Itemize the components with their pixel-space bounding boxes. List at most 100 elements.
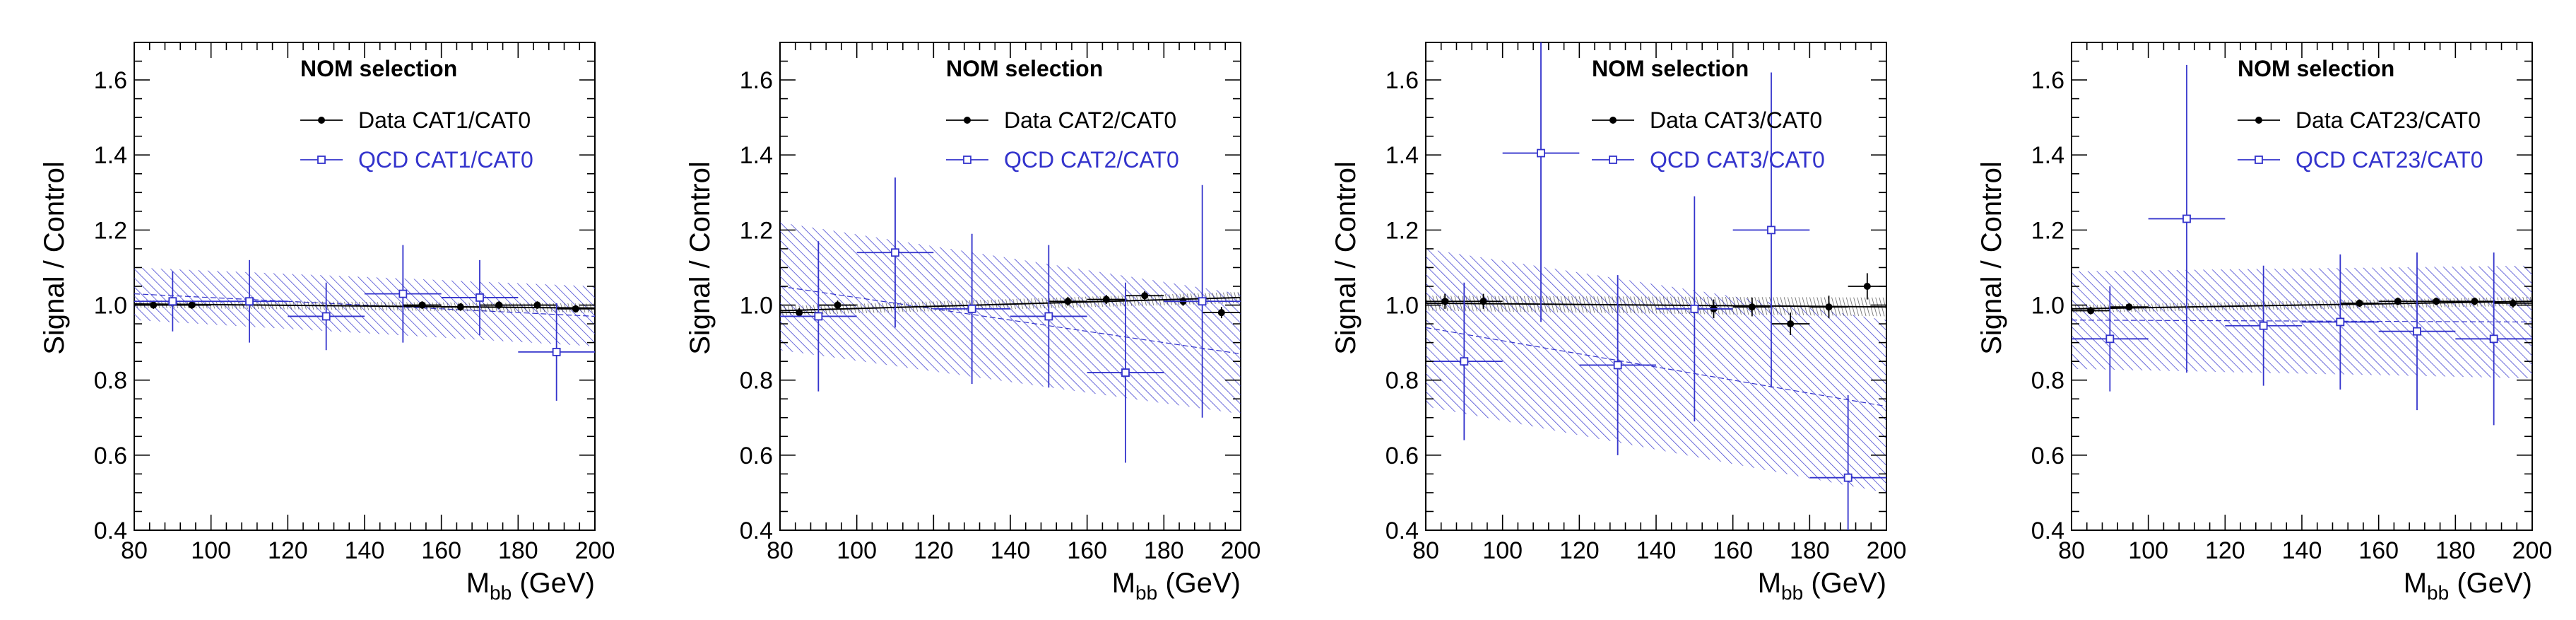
- y-tick-label: 1.6: [740, 67, 773, 94]
- data-point: [2182, 214, 2191, 223]
- y-tick-label: 1.6: [1386, 67, 1419, 94]
- panel-title: NOM selection: [2238, 56, 2394, 81]
- x-axis-label-unit: (GeV): [1803, 568, 1886, 599]
- data-point: [168, 297, 177, 306]
- legend-marker: [2255, 156, 2263, 164]
- x-axis-label: Mbb (GeV): [1112, 568, 1241, 604]
- x-axis-label-unit: (GeV): [512, 568, 595, 599]
- data-point: [2509, 299, 2517, 307]
- data-point: [398, 289, 408, 298]
- x-tick-label: 160: [421, 537, 461, 564]
- fit-line-qcd: [2072, 320, 2532, 323]
- data-point: [1141, 292, 1149, 300]
- x-tick-label: 80: [2058, 537, 2085, 564]
- y-tick-label: 1.2: [94, 217, 127, 244]
- data-point: [533, 301, 541, 309]
- y-tick-label: 1.4: [2031, 142, 2064, 169]
- x-tick-label: 200: [2512, 537, 2553, 564]
- data-point: [1460, 357, 1469, 366]
- x-tick-label: 180: [2435, 537, 2476, 564]
- y-tick-label: 0.8: [94, 368, 127, 394]
- x-tick-label: 180: [1790, 537, 1830, 564]
- x-axis-label-main: M: [2404, 568, 2427, 599]
- x-tick-label: 100: [191, 537, 231, 564]
- legend-label: Data CAT2/CAT0: [1004, 107, 1176, 133]
- data-point: [418, 301, 426, 309]
- x-axis-label-main: M: [1112, 568, 1135, 599]
- series-qcd: [134, 245, 595, 401]
- x-axis-label-main: M: [466, 568, 490, 599]
- x-axis-label-subscript: bb: [2427, 582, 2449, 604]
- y-tick-label: 0.6: [1386, 443, 1419, 469]
- x-tick-label: 100: [1482, 537, 1523, 564]
- y-tick-label: 1.0: [2031, 293, 2064, 320]
- series-qcd: [1426, 42, 1886, 530]
- y-tick-label: 0.8: [1386, 368, 1419, 394]
- y-tick-label: 1.0: [1386, 293, 1419, 320]
- fit-line-qcd: [780, 286, 1241, 355]
- data-point: [891, 248, 899, 257]
- data-point: [321, 312, 331, 321]
- y-tick-label: 0.4: [2031, 517, 2064, 544]
- x-tick-label: 160: [1713, 537, 1753, 564]
- data-point: [1613, 361, 1622, 370]
- x-tick-label: 160: [2358, 537, 2399, 564]
- data-point: [2471, 298, 2478, 305]
- x-tick-label: 120: [1559, 537, 1600, 564]
- data-point: [2356, 299, 2363, 307]
- data-point: [456, 303, 464, 311]
- y-tick-label: 0.6: [2031, 443, 2064, 469]
- x-tick-label: 100: [2128, 537, 2168, 564]
- legend-label: Data CAT23/CAT0: [2296, 107, 2481, 133]
- y-tick-label: 0.4: [94, 517, 127, 544]
- x-axis-label-unit: (GeV): [1157, 568, 1241, 599]
- x-tick-label: 140: [345, 537, 385, 564]
- panel-title: NOM selection: [300, 56, 457, 81]
- x-axis-label-unit: (GeV): [2449, 568, 2532, 599]
- legend-label: Data CAT1/CAT0: [358, 107, 531, 133]
- y-tick-label: 1.0: [94, 293, 127, 320]
- x-tick-label: 140: [2282, 537, 2322, 564]
- data-point: [2489, 334, 2498, 344]
- y-tick-label: 0.8: [740, 368, 773, 394]
- y-axis-label: Signal / Control: [1976, 161, 2007, 354]
- x-axis-label-main: M: [1758, 568, 1781, 599]
- data-point: [1787, 320, 1795, 328]
- y-tick-label: 1.6: [94, 67, 127, 94]
- fit-line-data: [780, 296, 1241, 312]
- data-point: [1198, 297, 1207, 306]
- legend-label: Data CAT3/CAT0: [1650, 107, 1822, 133]
- x-axis-label: Mbb (GeV): [1758, 568, 1886, 604]
- legend-label: QCD CAT1/CAT0: [358, 147, 533, 172]
- x-tick-label: 100: [837, 537, 877, 564]
- data-point: [2394, 298, 2401, 305]
- y-tick-label: 1.2: [2031, 217, 2064, 244]
- data-point: [1748, 303, 1756, 311]
- y-tick-label: 0.4: [740, 517, 773, 544]
- data-point: [1767, 226, 1776, 235]
- x-tick-label: 180: [498, 537, 538, 564]
- legend-label: QCD CAT23/CAT0: [2296, 147, 2483, 172]
- x-tick-label: 200: [1221, 537, 1261, 564]
- x-tick-label: 200: [575, 537, 615, 564]
- y-tick-label: 1.2: [740, 217, 773, 244]
- y-tick-label: 1.4: [740, 142, 773, 169]
- data-point: [2087, 307, 2095, 315]
- x-tick-label: 80: [121, 537, 148, 564]
- data-point: [1825, 303, 1833, 311]
- x-tick-label: 80: [767, 537, 793, 564]
- y-axis-label: Signal / Control: [685, 161, 716, 354]
- y-tick-label: 1.4: [94, 142, 127, 169]
- x-axis-label: Mbb (GeV): [2404, 568, 2532, 604]
- data-point: [1441, 298, 1449, 305]
- data-point: [2259, 321, 2268, 330]
- legend-label: QCD CAT2/CAT0: [1004, 147, 1179, 172]
- data-point: [552, 347, 561, 356]
- series-qcd: [2072, 64, 2532, 426]
- data-point: [1863, 283, 1871, 290]
- legend-label: QCD CAT3/CAT0: [1650, 147, 1825, 172]
- chart-panel-1: 0.4 0.6 0.8 1.0 1.2 1.4 1.6 80 100 120 140 160 180 20…: [39, 42, 615, 604]
- x-tick-label: 120: [914, 537, 954, 564]
